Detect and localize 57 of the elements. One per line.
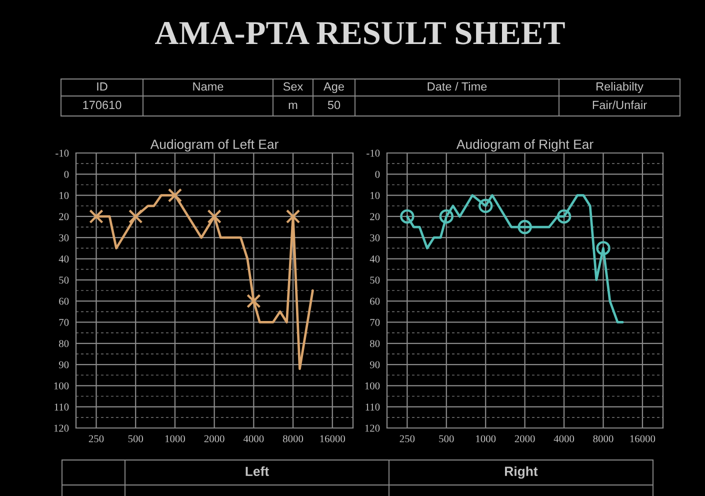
- x-tick-label: 1000: [165, 435, 185, 442]
- y-tick-label: 60: [370, 298, 380, 305]
- text: Fair/Unfair: [592, 100, 647, 110]
- y-tick-label: 20: [59, 213, 69, 220]
- y-tick-label: 50: [370, 276, 380, 284]
- y-tick-label: 100: [54, 382, 69, 390]
- y-tick-label: 0: [375, 170, 380, 178]
- category-label: Right: [505, 466, 538, 479]
- y-tick-label: 90: [58, 361, 69, 368]
- y-tick-label: 110: [366, 404, 380, 411]
- y-tick-label: 70: [370, 318, 380, 326]
- y-tick-label: 80: [370, 340, 380, 348]
- y-tick-label: 10: [370, 192, 380, 200]
- x-tick-label: 1000: [476, 435, 496, 442]
- y-tick-label: 120: [365, 424, 380, 432]
- category-label: Age: [324, 82, 344, 93]
- chart-title: Audiogram of Left Ear: [150, 139, 278, 152]
- y-tick-label: 100: [365, 382, 380, 390]
- y-tick-label: 80: [59, 340, 69, 348]
- x-tick-label: 16000: [630, 435, 656, 442]
- y-tick-label: 0: [64, 170, 69, 178]
- x-tick-label: 4000: [243, 435, 264, 442]
- x-tick-label: 2000: [204, 435, 224, 442]
- text: 170610: [83, 100, 122, 110]
- category-label: Reliabilty: [596, 82, 644, 93]
- y-tick-label: 60: [59, 298, 69, 305]
- category-label: Left: [246, 466, 269, 476]
- x-tick-label: 500: [128, 435, 144, 442]
- category-label: Sex: [283, 82, 304, 91]
- y-tick-label: 120: [54, 424, 69, 432]
- chart-title: Audiogram of Right Ear: [456, 139, 594, 152]
- x-tick-label: 500: [439, 435, 454, 442]
- category-label: ID: [97, 82, 108, 91]
- y-tick-label: 50: [59, 276, 69, 284]
- y-tick-label: 30: [370, 234, 380, 242]
- x-tick-label: 2000: [514, 435, 535, 442]
- y-tick-label: 40: [370, 255, 380, 262]
- x-tick-label: 8000: [593, 435, 614, 442]
- category-label: Name: [193, 82, 224, 91]
- y-tick-label: 20: [370, 213, 380, 220]
- x-tick-label: 250: [400, 435, 415, 442]
- text: AMA-PTA RESULT SHEET: [154, 22, 565, 44]
- y-tick-label: 70: [59, 318, 69, 326]
- y-tick-label: 40: [58, 255, 69, 262]
- y-tick-label: -10: [366, 150, 380, 157]
- y-tick-label: 30: [59, 234, 69, 242]
- category-label: Date / Time: [428, 82, 487, 91]
- y-tick-label: 90: [370, 361, 380, 368]
- text: 50: [328, 100, 340, 110]
- x-tick-label: 8000: [283, 435, 304, 442]
- y-tick-label: 110: [54, 404, 69, 411]
- y-tick-label: 10: [60, 192, 69, 200]
- x-tick-label: 250: [88, 435, 104, 442]
- y-tick-label: -10: [56, 150, 69, 157]
- x-tick-label: 16000: [320, 435, 346, 442]
- x-tick-label: 4000: [554, 435, 574, 442]
- text: m: [288, 102, 298, 110]
